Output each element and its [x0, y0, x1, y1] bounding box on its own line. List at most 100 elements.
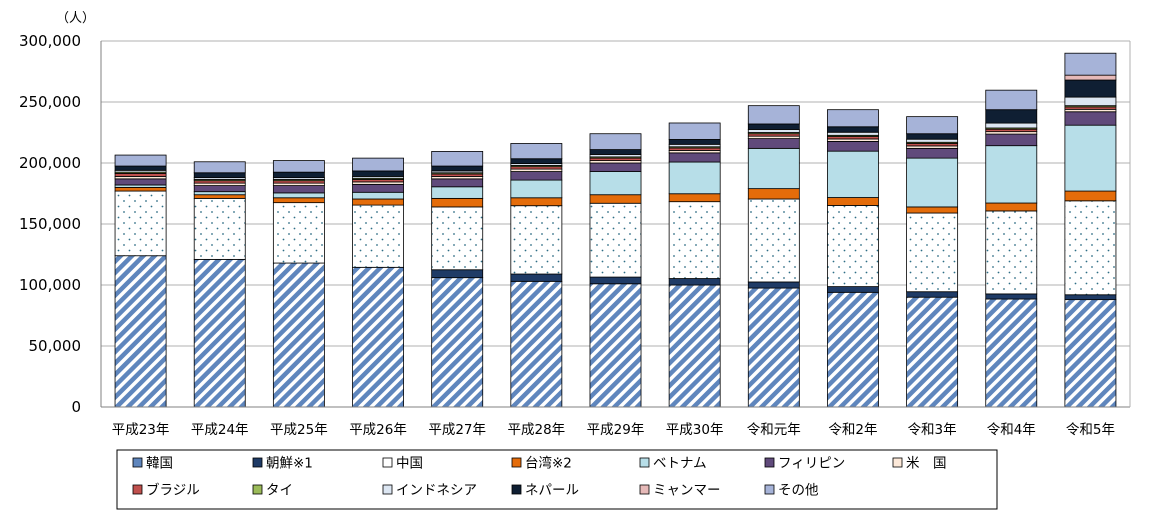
bar-segment [272, 171, 325, 179]
bar-segment [589, 202, 642, 278]
bar-segment [114, 190, 167, 257]
bar-segment [668, 139, 721, 145]
legend-item: その他 [764, 483, 819, 499]
bar-segment [747, 198, 800, 283]
bar-segment [114, 172, 167, 177]
legend-item: ミャンマー [639, 483, 721, 499]
legend-label: 米 国 [906, 456, 947, 472]
x-tick-label: 平成30年 [666, 422, 724, 438]
y-tick-label: 100,000 [19, 276, 81, 294]
y-tick-label: 50,000 [29, 337, 82, 355]
bar-segment [985, 109, 1038, 124]
bar-segment [272, 185, 325, 194]
bar-segment [1064, 79, 1117, 98]
bar-stack [1064, 52, 1117, 408]
bar-segment [747, 129, 800, 133]
bar-stack [272, 160, 325, 408]
bar-stack [193, 161, 246, 408]
x-tick-label: 令和3年 [908, 422, 957, 438]
bar-segment [668, 161, 721, 195]
x-tick-label: 平成26年 [349, 422, 407, 438]
bar-segment [827, 197, 879, 206]
bar-segment [589, 194, 642, 204]
bar-segment [1064, 111, 1117, 126]
bar-segment [906, 157, 959, 208]
bar-stack [431, 151, 484, 408]
bar-segment [985, 210, 1038, 295]
x-tick-label: 令和4年 [987, 422, 1036, 438]
bar-segment [431, 186, 484, 199]
legend-label: インドネシア [396, 483, 477, 499]
legend-swatch [511, 484, 522, 495]
x-axis-labels: 平成23年 平成24年 平成25年 平成26年 平成27年 平成28年 平成29年 平成30年… [112, 422, 1115, 438]
bar-segment [985, 133, 1038, 147]
legend-item: ネパール [511, 483, 579, 499]
bar-segment [985, 122, 1038, 129]
bar-segment [985, 145, 1038, 204]
bar-segment [589, 171, 642, 196]
y-axis-ticks: 0 50,000 100,000 150,000 200,000 250,000 300,0… [19, 32, 81, 416]
bar-segment [193, 197, 246, 260]
bar-stack [985, 89, 1038, 408]
y-tick-label: 0 [71, 398, 81, 416]
bar-segment [431, 165, 484, 172]
legend-item: タイ [252, 483, 293, 499]
bar-segment [510, 197, 563, 207]
bar-segment [747, 138, 800, 149]
bar-segment [906, 147, 959, 159]
bar-segment [985, 89, 1038, 111]
x-tick-label: 平成24年 [191, 422, 249, 438]
bar-segment [1064, 190, 1117, 202]
legend-item: フィリピン [764, 456, 845, 472]
legend-box [116, 449, 998, 510]
legend-label: ネパール [525, 483, 579, 499]
x-tick-label: 平成28年 [508, 422, 566, 438]
legend-label: フィリピン [778, 456, 845, 472]
bar-segment [272, 160, 325, 173]
bar-segment [1064, 124, 1117, 192]
legend-label: 中国 [396, 456, 423, 472]
bar-segment [1064, 299, 1117, 408]
bar-segment [193, 185, 246, 193]
legend-label: ブラジル [146, 482, 200, 499]
legend-item: 米 国 [892, 456, 947, 472]
bar-segment [431, 277, 484, 408]
bar-segment [352, 157, 404, 172]
bar-segment [906, 133, 959, 140]
bar-segment [1064, 200, 1117, 296]
bar-segment [510, 143, 563, 160]
bar-segment [747, 123, 800, 130]
bar-segment [589, 283, 642, 408]
bar-segment [193, 161, 246, 174]
bar-segment [906, 138, 959, 143]
bar-segment [747, 281, 800, 289]
bar-stack [510, 143, 563, 408]
bar-segment [747, 188, 800, 200]
bar-segment [985, 293, 1038, 300]
bar-segment [352, 266, 404, 408]
legend-item: インドネシア [382, 483, 477, 499]
bar-segment [827, 205, 879, 287]
bar-segment [906, 212, 959, 293]
x-tick-label: 平成27年 [428, 422, 486, 438]
legend-label: 韓国 [146, 456, 173, 472]
y-tick-label: 200,000 [19, 154, 81, 172]
y-unit-label: （人） [56, 11, 95, 26]
bar-segment [668, 278, 721, 286]
bar-segment [431, 151, 484, 167]
bar-stack [589, 133, 642, 408]
bar-segment [985, 202, 1038, 212]
bar-segment [193, 258, 246, 408]
bar-segment [114, 154, 167, 167]
legend-swatch [252, 484, 263, 495]
legend-swatch [639, 484, 650, 495]
legend-swatch [382, 484, 393, 495]
bar-segment [352, 183, 404, 193]
bar-segment [1064, 74, 1117, 81]
bar-stack [114, 154, 167, 408]
bar-segment [747, 147, 800, 190]
bar-segment [827, 109, 879, 128]
bar-segment [510, 179, 563, 199]
bar-segment [589, 149, 642, 155]
